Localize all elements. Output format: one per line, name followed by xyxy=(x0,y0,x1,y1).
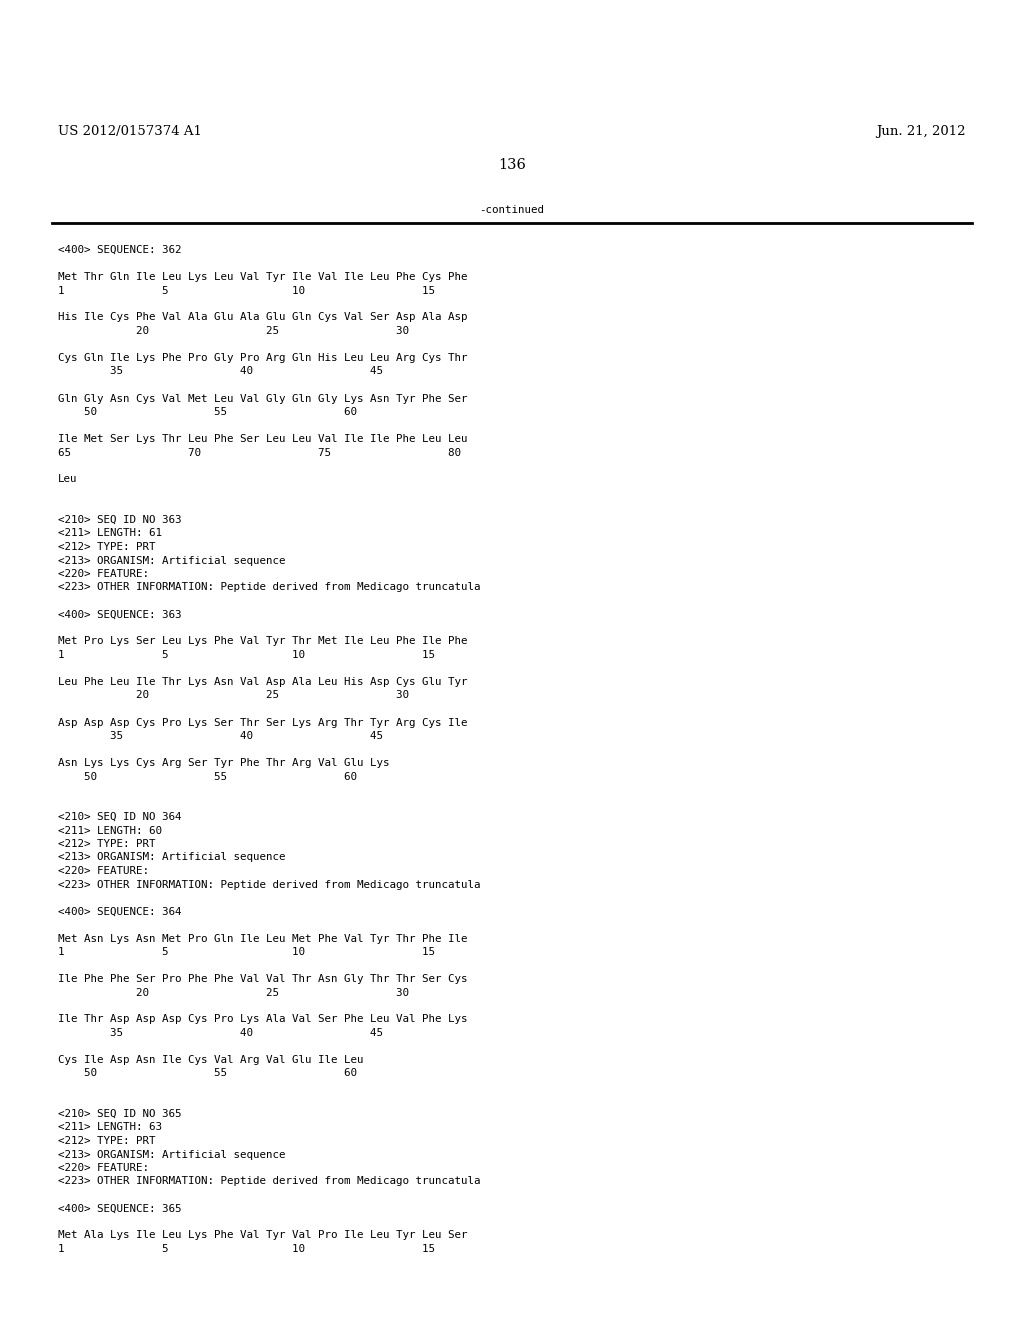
Text: <220> FEATURE:: <220> FEATURE: xyxy=(58,569,150,579)
Text: 50                  55                  60: 50 55 60 xyxy=(58,407,357,417)
Text: Ile Thr Asp Asp Asp Cys Pro Lys Ala Val Ser Phe Leu Val Phe Lys: Ile Thr Asp Asp Asp Cys Pro Lys Ala Val … xyxy=(58,1015,468,1024)
Text: Leu Phe Leu Ile Thr Lys Asn Val Asp Ala Leu His Asp Cys Glu Tyr: Leu Phe Leu Ile Thr Lys Asn Val Asp Ala … xyxy=(58,677,468,686)
Text: 136: 136 xyxy=(498,158,526,172)
Text: 35                  40                  45: 35 40 45 xyxy=(58,731,383,741)
Text: 35                  40                  45: 35 40 45 xyxy=(58,367,383,376)
Text: <211> LENGTH: 63: <211> LENGTH: 63 xyxy=(58,1122,162,1133)
Text: Gln Gly Asn Cys Val Met Leu Val Gly Gln Gly Lys Asn Tyr Phe Ser: Gln Gly Asn Cys Val Met Leu Val Gly Gln … xyxy=(58,393,468,404)
Text: Met Ala Lys Ile Leu Lys Phe Val Tyr Val Pro Ile Leu Tyr Leu Ser: Met Ala Lys Ile Leu Lys Phe Val Tyr Val … xyxy=(58,1230,468,1241)
Text: 35                  40                  45: 35 40 45 xyxy=(58,1028,383,1038)
Text: <211> LENGTH: 61: <211> LENGTH: 61 xyxy=(58,528,162,539)
Text: His Ile Cys Phe Val Ala Glu Ala Glu Gln Cys Val Ser Asp Ala Asp: His Ile Cys Phe Val Ala Glu Ala Glu Gln … xyxy=(58,313,468,322)
Text: 1               5                   10                  15: 1 5 10 15 xyxy=(58,1243,435,1254)
Text: <400> SEQUENCE: 365: <400> SEQUENCE: 365 xyxy=(58,1204,181,1213)
Text: 20                  25                  30: 20 25 30 xyxy=(58,690,409,701)
Text: <223> OTHER INFORMATION: Peptide derived from Medicago truncatula: <223> OTHER INFORMATION: Peptide derived… xyxy=(58,1176,480,1187)
Text: US 2012/0157374 A1: US 2012/0157374 A1 xyxy=(58,125,202,139)
Text: <210> SEQ ID NO 363: <210> SEQ ID NO 363 xyxy=(58,515,181,525)
Text: Leu: Leu xyxy=(58,474,78,484)
Text: <212> TYPE: PRT: <212> TYPE: PRT xyxy=(58,1137,156,1146)
Text: <400> SEQUENCE: 363: <400> SEQUENCE: 363 xyxy=(58,610,181,619)
Text: Ile Phe Phe Ser Pro Phe Phe Val Val Thr Asn Gly Thr Thr Ser Cys: Ile Phe Phe Ser Pro Phe Phe Val Val Thr … xyxy=(58,974,468,983)
Text: Met Thr Gln Ile Leu Lys Leu Val Tyr Ile Val Ile Leu Phe Cys Phe: Met Thr Gln Ile Leu Lys Leu Val Tyr Ile … xyxy=(58,272,468,282)
Text: <223> OTHER INFORMATION: Peptide derived from Medicago truncatula: <223> OTHER INFORMATION: Peptide derived… xyxy=(58,582,480,593)
Text: Asn Lys Lys Cys Arg Ser Tyr Phe Thr Arg Val Glu Lys: Asn Lys Lys Cys Arg Ser Tyr Phe Thr Arg … xyxy=(58,758,389,768)
Text: <213> ORGANISM: Artificial sequence: <213> ORGANISM: Artificial sequence xyxy=(58,1150,286,1159)
Text: -continued: -continued xyxy=(479,205,545,215)
Text: Cys Gln Ile Lys Phe Pro Gly Pro Arg Gln His Leu Leu Arg Cys Thr: Cys Gln Ile Lys Phe Pro Gly Pro Arg Gln … xyxy=(58,352,468,363)
Text: 20                  25                  30: 20 25 30 xyxy=(58,326,409,337)
Text: <212> TYPE: PRT: <212> TYPE: PRT xyxy=(58,840,156,849)
Text: 1               5                   10                  15: 1 5 10 15 xyxy=(58,946,435,957)
Text: 20                  25                  30: 20 25 30 xyxy=(58,987,409,998)
Text: Jun. 21, 2012: Jun. 21, 2012 xyxy=(877,125,966,139)
Text: 50                  55                  60: 50 55 60 xyxy=(58,771,357,781)
Text: <212> TYPE: PRT: <212> TYPE: PRT xyxy=(58,543,156,552)
Text: 65                  70                  75                  80: 65 70 75 80 xyxy=(58,447,461,458)
Text: <400> SEQUENCE: 362: <400> SEQUENCE: 362 xyxy=(58,246,181,255)
Text: Met Pro Lys Ser Leu Lys Phe Val Tyr Thr Met Ile Leu Phe Ile Phe: Met Pro Lys Ser Leu Lys Phe Val Tyr Thr … xyxy=(58,636,468,647)
Text: <220> FEATURE:: <220> FEATURE: xyxy=(58,1163,150,1173)
Text: Asp Asp Asp Cys Pro Lys Ser Thr Ser Lys Arg Thr Tyr Arg Cys Ile: Asp Asp Asp Cys Pro Lys Ser Thr Ser Lys … xyxy=(58,718,468,727)
Text: <213> ORGANISM: Artificial sequence: <213> ORGANISM: Artificial sequence xyxy=(58,853,286,862)
Text: <220> FEATURE:: <220> FEATURE: xyxy=(58,866,150,876)
Text: 1               5                   10                  15: 1 5 10 15 xyxy=(58,285,435,296)
Text: <213> ORGANISM: Artificial sequence: <213> ORGANISM: Artificial sequence xyxy=(58,556,286,565)
Text: <211> LENGTH: 60: <211> LENGTH: 60 xyxy=(58,825,162,836)
Text: Met Asn Lys Asn Met Pro Gln Ile Leu Met Phe Val Tyr Thr Phe Ile: Met Asn Lys Asn Met Pro Gln Ile Leu Met … xyxy=(58,933,468,944)
Text: 50                  55                  60: 50 55 60 xyxy=(58,1068,357,1078)
Text: <210> SEQ ID NO 364: <210> SEQ ID NO 364 xyxy=(58,812,181,822)
Text: Ile Met Ser Lys Thr Leu Phe Ser Leu Leu Val Ile Ile Phe Leu Leu: Ile Met Ser Lys Thr Leu Phe Ser Leu Leu … xyxy=(58,434,468,444)
Text: 1               5                   10                  15: 1 5 10 15 xyxy=(58,649,435,660)
Text: Cys Ile Asp Asn Ile Cys Val Arg Val Glu Ile Leu: Cys Ile Asp Asn Ile Cys Val Arg Val Glu … xyxy=(58,1055,364,1065)
Text: <400> SEQUENCE: 364: <400> SEQUENCE: 364 xyxy=(58,907,181,916)
Text: <223> OTHER INFORMATION: Peptide derived from Medicago truncatula: <223> OTHER INFORMATION: Peptide derived… xyxy=(58,879,480,890)
Text: <210> SEQ ID NO 365: <210> SEQ ID NO 365 xyxy=(58,1109,181,1119)
